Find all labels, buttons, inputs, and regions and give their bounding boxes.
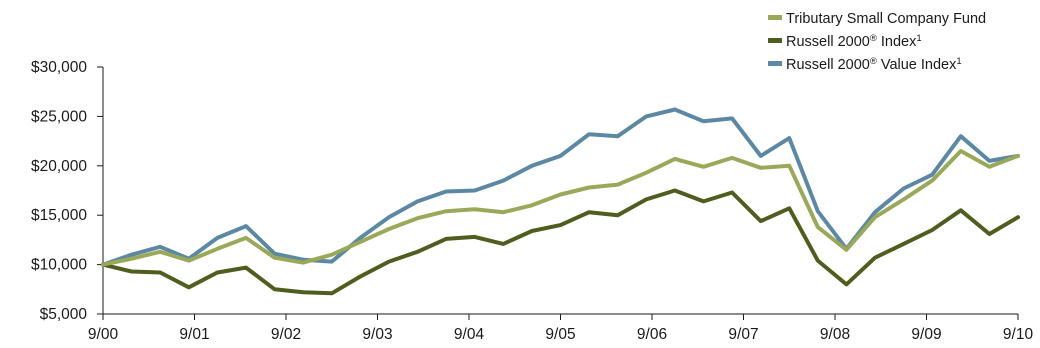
- axes: [102, 67, 1018, 315]
- series-line-fund: [101, 149, 1020, 267]
- series-lines: [101, 107, 1020, 296]
- x-tick-label: 9/03: [362, 326, 392, 343]
- x-tick-label: 9/04: [454, 326, 485, 343]
- legend: Tributary Small Company Fund Russell 200…: [768, 11, 986, 73]
- legend-label-russell-2000: Russell 2000® Index1: [786, 33, 922, 50]
- y-tick-label: $30,000: [31, 59, 87, 76]
- y-tick-label: $25,000: [31, 108, 87, 125]
- x-tick-label: 9/01: [179, 326, 209, 343]
- legend-swatch-russell-2000-value: [768, 61, 782, 66]
- legend-label-fund: Tributary Small Company Fund: [786, 11, 986, 27]
- series-line-r2000: [101, 188, 1020, 296]
- x-tick-label: 9/02: [271, 326, 301, 343]
- x-tick-group: 9/00 9/01 9/02 9/03 9/04 9/05 9/06 9/07 9/08 9/09…: [88, 314, 1034, 343]
- y-tick-label: $20,000: [31, 158, 87, 175]
- y-tick-label: $15,000: [31, 207, 87, 224]
- x-tick-label: 9/10: [1003, 326, 1034, 343]
- x-tick-label: 9/07: [728, 326, 758, 343]
- x-tick-label: 9/05: [545, 326, 575, 343]
- x-tick-label: 9/08: [820, 326, 850, 343]
- series-line-r2000v: [101, 107, 1020, 267]
- legend-swatch-fund: [768, 15, 782, 20]
- legend-swatch-russell-2000: [768, 38, 782, 43]
- x-tick-label: 9/09: [911, 326, 941, 343]
- y-tick-label: $10,000: [31, 257, 87, 274]
- y-tick-label: $5,000: [40, 306, 88, 323]
- x-tick-label: 9/06: [637, 326, 667, 343]
- x-tick-label: 9/00: [88, 326, 119, 343]
- y-tick-group: $5,000 $10,000 $15,000 $20,000 $25,000 $30,00…: [31, 59, 103, 323]
- legend-label-russell-2000-value: Russell 2000® Value Index1: [786, 56, 962, 73]
